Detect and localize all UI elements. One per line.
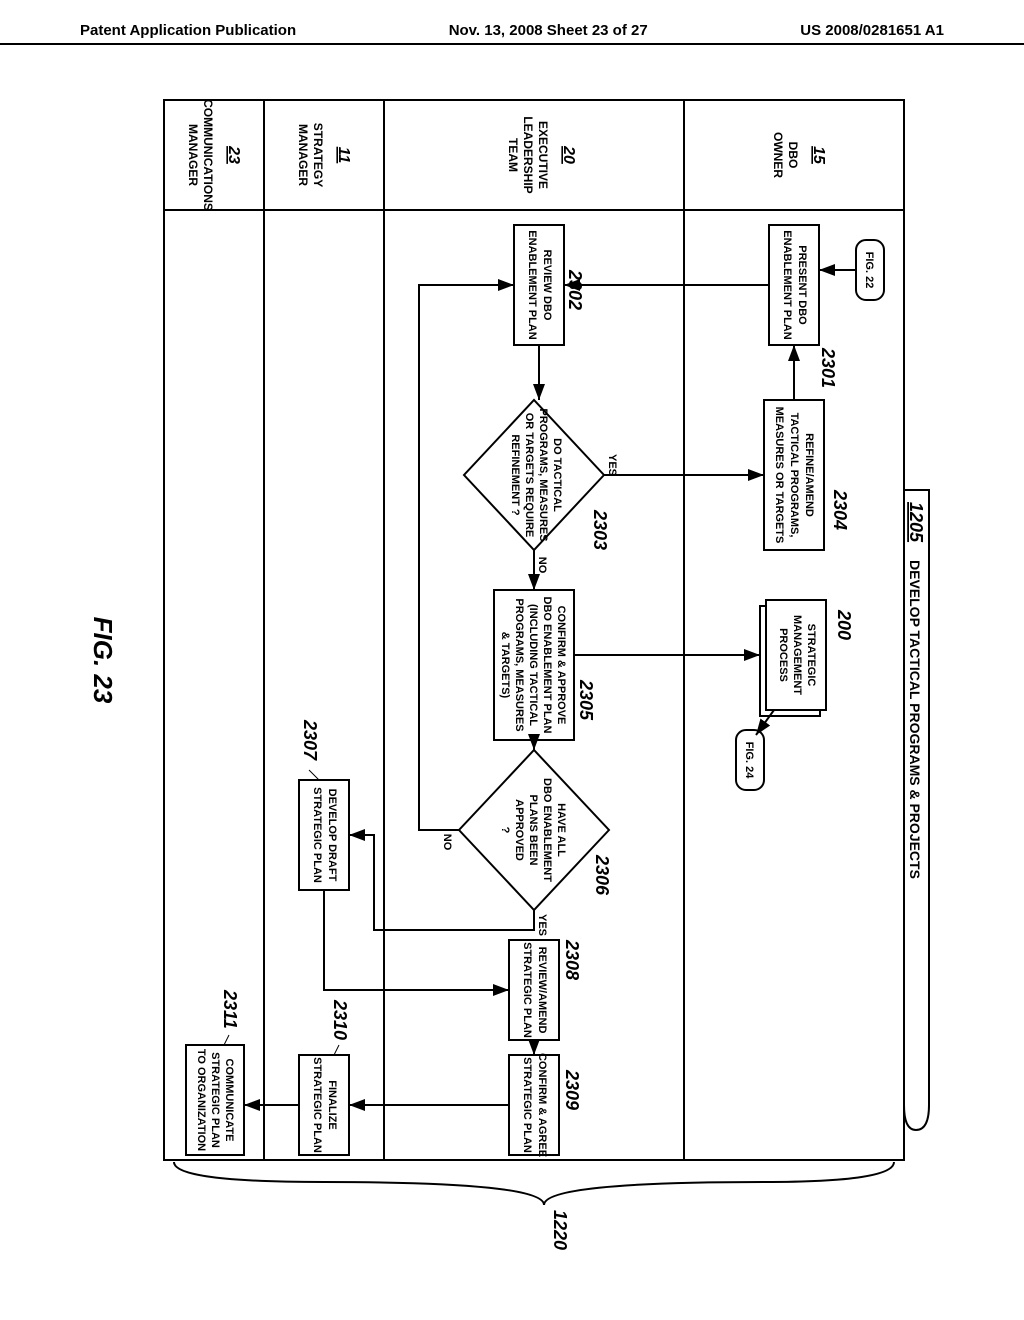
svg-text:CONFIRM & APPROVE: CONFIRM & APPROVE xyxy=(555,606,567,725)
svg-text:TEAM: TEAM xyxy=(506,138,520,172)
svg-text:PROGRAMS, MEASURES: PROGRAMS, MEASURES xyxy=(513,598,525,731)
lead-2307 xyxy=(309,770,319,780)
ref-2305: 2305 xyxy=(576,679,596,721)
svg-text:MANAGEMENT: MANAGEMENT xyxy=(791,615,803,695)
svg-text:FINALIZE: FINALIZE xyxy=(326,1080,338,1130)
lane-header-11: 11 STRATEGY MANAGER xyxy=(296,123,352,187)
banner-title: DEVELOP TACTICAL PROGRAMS & PROJECTS xyxy=(907,560,923,879)
box-2302 xyxy=(514,225,564,345)
svg-text:YES: YES xyxy=(536,914,548,936)
svg-text:REVIEW DBO: REVIEW DBO xyxy=(541,250,553,321)
svg-text:LEADERSHIP: LEADERSHIP xyxy=(521,116,535,193)
lane-header-20: 20 EXECUTIVE LEADERSHIP TEAM xyxy=(506,116,577,193)
svg-text:PROGRAMS, MEASURES: PROGRAMS, MEASURES xyxy=(537,408,549,541)
svg-text:PROCESS: PROCESS xyxy=(777,628,789,682)
pub-left: Patent Application Publication xyxy=(80,22,296,39)
diagram-rotated: 1205 DEVELOP TACTICAL PROGRAMS & PROJECT… xyxy=(60,70,964,1250)
svg-text:STRATEGIC PLAN: STRATEGIC PLAN xyxy=(209,1052,221,1148)
banner-ref: 1205 xyxy=(906,502,926,543)
svg-text:NO: NO xyxy=(441,834,453,851)
svg-text:MANAGER: MANAGER xyxy=(296,124,310,186)
svg-text:MANAGER: MANAGER xyxy=(186,124,200,186)
diagram-frame: 1205 DEVELOP TACTICAL PROGRAMS & PROJECT… xyxy=(60,70,964,1250)
svg-text:DBO ENABLEMENT: DBO ENABLEMENT xyxy=(541,778,553,882)
ref-2306: 2306 xyxy=(592,854,612,896)
svg-text:PLANS BEEN: PLANS BEEN xyxy=(527,795,539,866)
ref-2309: 2309 xyxy=(562,1069,582,1110)
svg-text:ENABLEMENT PLAN: ENABLEMENT PLAN xyxy=(526,230,538,339)
page-header: Patent Application Publication Nov. 13, … xyxy=(0,22,1024,45)
ref-200: 200 xyxy=(834,609,854,640)
svg-text:OR TARGETS REQUIRE: OR TARGETS REQUIRE xyxy=(523,413,535,537)
figure-caption: FIG. 23 xyxy=(88,617,118,704)
ref-2311: 2311 xyxy=(220,989,240,1029)
svg-text:REFINEMENT ?: REFINEMENT ? xyxy=(509,434,521,516)
brace-ref: 1220 xyxy=(550,1210,570,1250)
ref-2308: 2308 xyxy=(562,939,582,980)
svg-text:DO TACTICAL: DO TACTICAL xyxy=(551,438,563,512)
svg-text:FIG. 24: FIG. 24 xyxy=(743,742,755,780)
ref-2303: 2303 xyxy=(590,509,610,550)
flowchart-svg: 1205 DEVELOP TACTICAL PROGRAMS & PROJECT… xyxy=(60,70,964,1250)
svg-text:STRATEGIC PLAN: STRATEGIC PLAN xyxy=(311,1057,323,1153)
ref-2307: 2307 xyxy=(300,719,320,761)
svg-text:DEVELOP DRAFT: DEVELOP DRAFT xyxy=(326,789,338,882)
ref-2304: 2304 xyxy=(830,489,850,530)
svg-text:CONFIRM & AGREE: CONFIRM & AGREE xyxy=(536,1053,548,1157)
svg-text:YES: YES xyxy=(606,454,618,476)
ref-2310: 2310 xyxy=(330,999,350,1040)
svg-text:(INCLUDING TACTICAL: (INCLUDING TACTICAL xyxy=(527,604,539,726)
svg-text:HAVE ALL: HAVE ALL xyxy=(555,803,567,857)
svg-text:COMMUNICATE: COMMUNICATE xyxy=(223,1059,235,1142)
svg-text:NO: NO xyxy=(536,557,548,574)
edge-2307-2308 xyxy=(324,890,509,990)
ref-2302: 2302 xyxy=(565,269,585,310)
svg-text:20: 20 xyxy=(560,145,577,164)
svg-text:MEASURES OR TARGETS: MEASURES OR TARGETS xyxy=(773,407,785,544)
svg-text:DBO ENABLEMENT PLAN: DBO ENABLEMENT PLAN xyxy=(541,597,553,734)
svg-text:STRATEGIC PLAN: STRATEGIC PLAN xyxy=(521,1057,533,1153)
box-2310 xyxy=(299,1055,349,1155)
ref-2301: 2301 xyxy=(818,347,838,388)
svg-text:STRATEGIC: STRATEGIC xyxy=(805,624,817,687)
svg-text:FIG. 22: FIG. 22 xyxy=(863,252,875,289)
svg-text:EXECUTIVE: EXECUTIVE xyxy=(536,121,550,189)
lane-header-23: 23 COMMUNICATIONS MANAGER xyxy=(186,99,242,211)
svg-text:REVIEW/AMEND: REVIEW/AMEND xyxy=(536,947,548,1034)
edge-2306-no-loop xyxy=(419,285,514,830)
svg-text:23: 23 xyxy=(225,145,242,164)
svg-text:PRESENT DBO: PRESENT DBO xyxy=(796,245,808,325)
lane-header-15: 15 DBO OWNER xyxy=(771,132,827,178)
box-2301 xyxy=(769,225,819,345)
box-2307 xyxy=(299,780,349,890)
svg-text:STRATEGY: STRATEGY xyxy=(311,123,325,187)
svg-text:REFINE/AMEND: REFINE/AMEND xyxy=(803,433,815,517)
svg-text:TO ORGANIZATION: TO ORGANIZATION xyxy=(195,1049,207,1151)
box-2308 xyxy=(509,940,559,1040)
pub-mid: Nov. 13, 2008 Sheet 23 of 27 xyxy=(449,22,648,39)
svg-text:ENABLEMENT PLAN: ENABLEMENT PLAN xyxy=(781,230,793,339)
svg-text:DBO: DBO xyxy=(786,142,800,169)
svg-text:STRATEGIC PLAN: STRATEGIC PLAN xyxy=(311,787,323,883)
brace-right xyxy=(174,1162,894,1205)
svg-text:STRATEGIC PLAN: STRATEGIC PLAN xyxy=(521,942,533,1038)
svg-text:OWNER: OWNER xyxy=(771,132,785,178)
svg-text:& TARGETS): & TARGETS) xyxy=(499,632,511,699)
pub-right: US 2008/0281651 A1 xyxy=(800,22,944,39)
lead-2311 xyxy=(224,1035,229,1045)
svg-text:15: 15 xyxy=(810,146,827,165)
box-2309 xyxy=(509,1055,559,1155)
svg-text:11: 11 xyxy=(335,147,352,164)
svg-text:APPROVED: APPROVED xyxy=(513,799,525,861)
svg-text:COMMUNICATIONS: COMMUNICATIONS xyxy=(201,99,215,211)
svg-text:?: ? xyxy=(499,827,511,834)
lead-2310 xyxy=(334,1045,339,1055)
svg-text:TACTICAL PROGRAMS,: TACTICAL PROGRAMS, xyxy=(788,413,800,538)
